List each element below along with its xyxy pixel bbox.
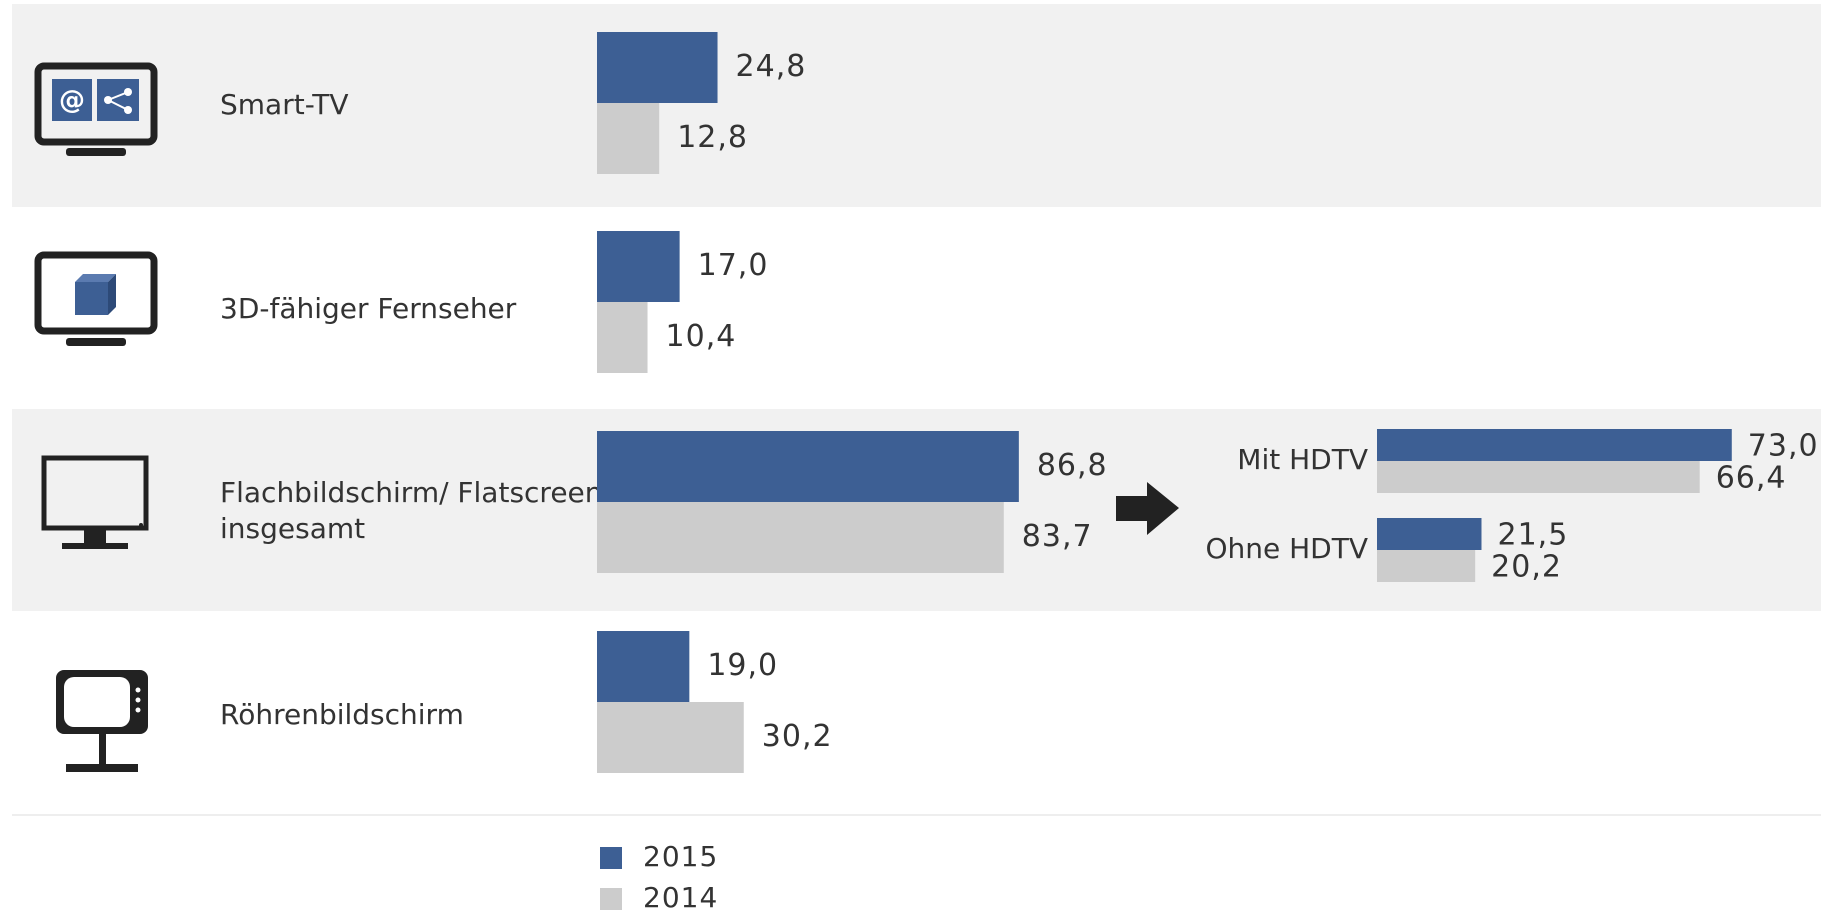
legend-label: 2014 [643, 881, 718, 911]
value-label: 10,4 [666, 319, 737, 354]
value-label: 24,8 [736, 49, 807, 84]
bar [597, 631, 690, 702]
value-label: 19,0 [707, 648, 778, 683]
breakdown-bar [1377, 518, 1482, 550]
legend-swatch [600, 888, 622, 910]
breakdown-value-label: 66,4 [1716, 461, 1787, 496]
category-label: Röhrenbildschirm [220, 698, 464, 731]
separator [12, 814, 1821, 816]
category-label: Smart-TV [220, 88, 349, 121]
icon-flatscreen [41, 455, 149, 549]
bar [597, 502, 1004, 573]
svg-text:@: @ [59, 86, 85, 116]
bar [597, 103, 660, 174]
value-label: 30,2 [762, 719, 833, 754]
breakdown-bar [1377, 461, 1700, 493]
breakdown-bar [1377, 429, 1732, 461]
row-background [12, 4, 1821, 207]
category-label: Flachbildschirm/ Flatscreen insgesamt [220, 476, 603, 545]
bar [597, 431, 1019, 502]
icon-crt [56, 670, 148, 772]
value-label: 83,7 [1022, 519, 1093, 554]
bar [597, 231, 680, 302]
bar [597, 302, 648, 373]
bar [597, 32, 718, 103]
breakdown-label: Ohne HDTV [1205, 532, 1368, 565]
value-label: 12,8 [677, 120, 748, 155]
arrow [1116, 482, 1179, 535]
breakdown-value-label: 73,0 [1748, 429, 1819, 464]
bar [597, 702, 744, 773]
breakdown-bar [1377, 550, 1476, 582]
icon-3d-tv [34, 251, 158, 346]
legend-label: 2015 [643, 840, 718, 873]
value-label: 17,0 [698, 248, 769, 283]
category-label: 3D-fähiger Fernseher [220, 292, 517, 325]
breakdown-value-label: 20,2 [1491, 550, 1562, 585]
legend-swatch [600, 847, 622, 869]
breakdown-label: Mit HDTV [1237, 443, 1368, 476]
icon-smart-tv: @ [34, 62, 158, 156]
breakdown-value-label: 21,5 [1497, 518, 1568, 553]
value-label: 86,8 [1037, 448, 1108, 483]
